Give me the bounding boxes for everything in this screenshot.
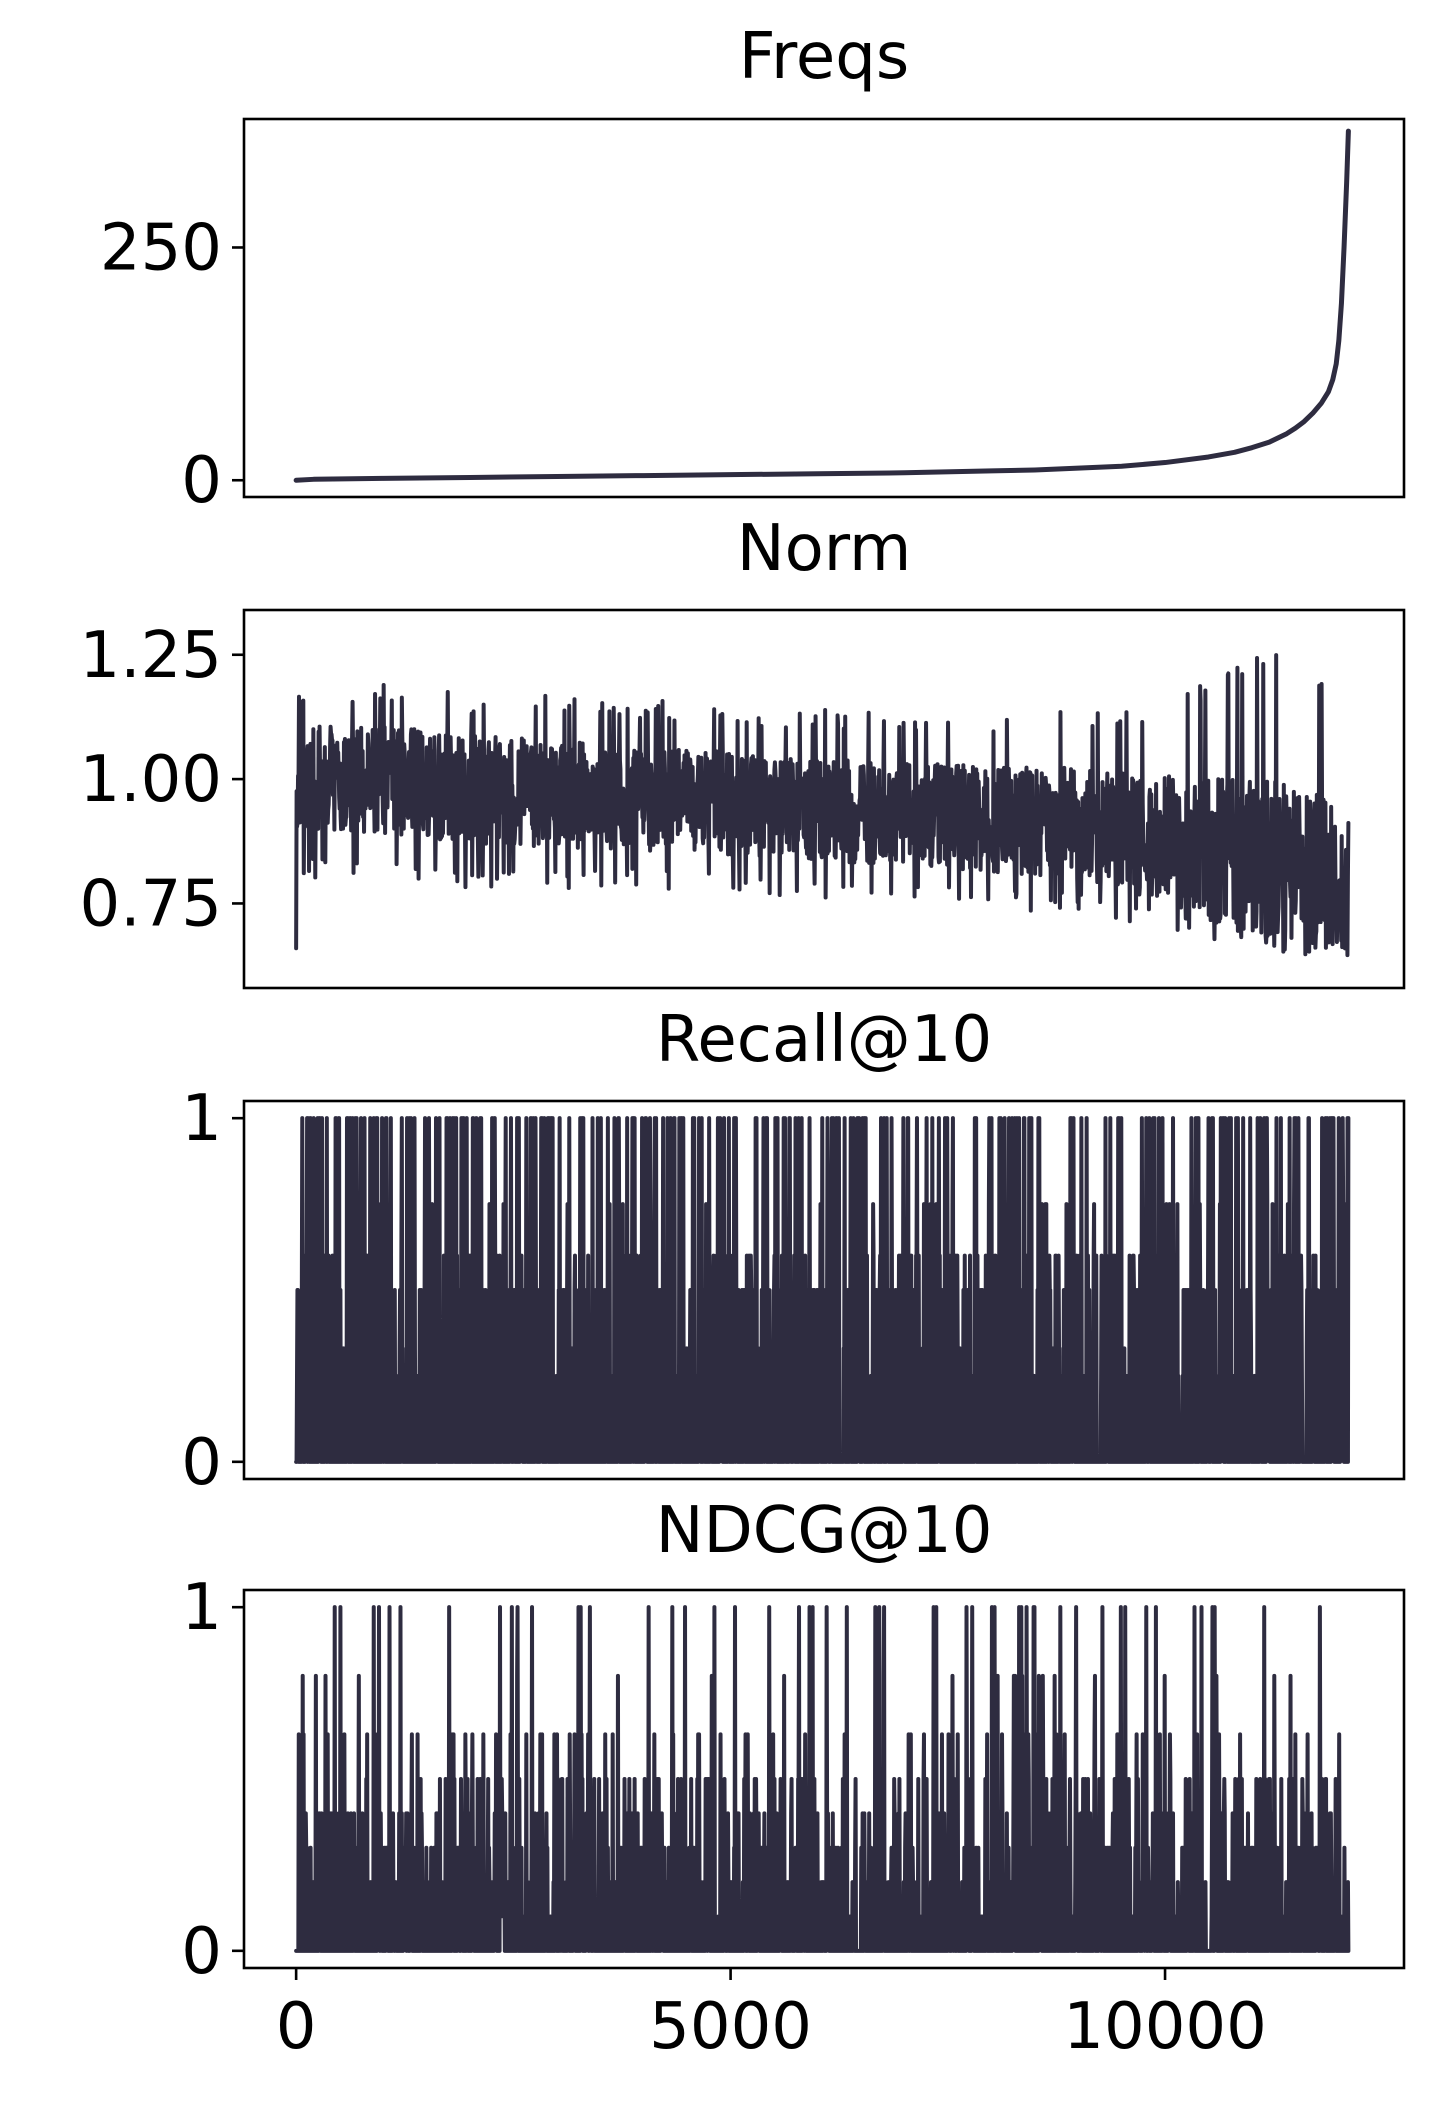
- x-tick-label: 0: [276, 1990, 317, 2064]
- series-line: [294, 1605, 1351, 1953]
- y-tick-label: 1.25: [80, 619, 223, 693]
- axes-frame: [242, 608, 1406, 990]
- panel-title: NDCG@10: [656, 1494, 993, 1568]
- series-line: [294, 653, 1351, 958]
- freqs-panel: Freqs 0 250: [100, 20, 1406, 518]
- y-tick-label: 1: [181, 1571, 222, 1645]
- series-group: [294, 653, 1351, 958]
- panel-title: Recall@10: [656, 1003, 992, 1077]
- x-tick-label: 5000: [649, 1990, 812, 2064]
- y-tick-label: 1: [181, 1082, 222, 1156]
- y-tick-label: 250: [100, 211, 222, 285]
- series-group: [294, 1116, 1351, 1464]
- panel-title: Norm: [737, 512, 912, 586]
- y-tick-label: 1.00: [80, 743, 223, 817]
- y-tick-label: 0.75: [80, 867, 223, 941]
- axes-frame: [242, 117, 1406, 499]
- norm-panel: Norm 0.75 1.00 1.25: [80, 512, 1406, 990]
- series-group: [294, 1605, 1351, 1953]
- y-tick-label: 0: [181, 1915, 222, 1989]
- recall-panel: Recall@10 0 1: [181, 1003, 1406, 1500]
- y-tick-label: 0: [181, 1426, 222, 1500]
- series-group: [293, 128, 1351, 483]
- axes-frame: [242, 1099, 1406, 1481]
- axes-frame: [242, 1588, 1406, 1970]
- series-line: [294, 1116, 1351, 1464]
- y-tick-label: 0: [181, 444, 222, 518]
- x-tick-label: 10000: [1063, 1990, 1267, 2064]
- series-line: [293, 128, 1351, 483]
- ndcg-panel: NDCG@10 0 1 0 5000 10000: [181, 1494, 1406, 2064]
- panel-title: Freqs: [739, 20, 909, 94]
